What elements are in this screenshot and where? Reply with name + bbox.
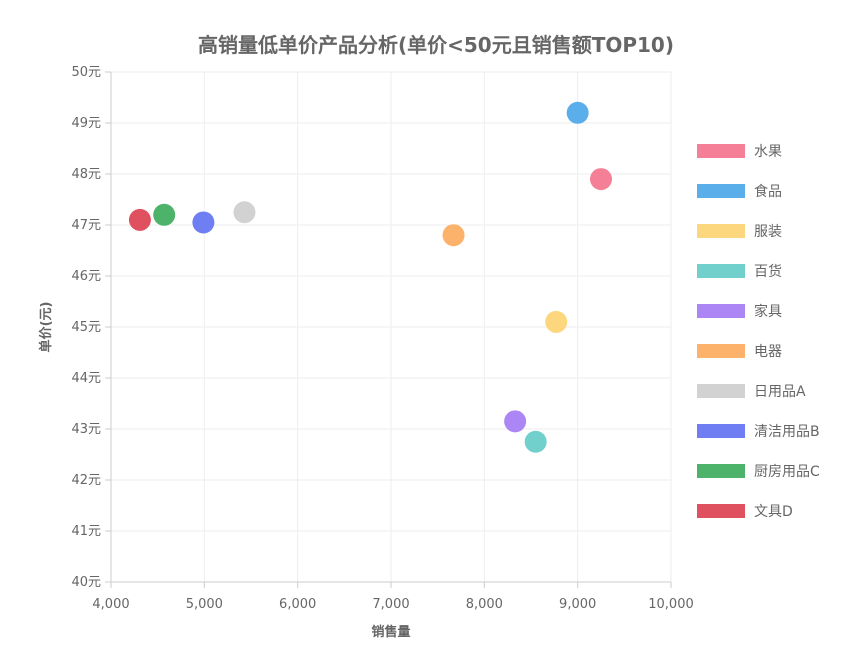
legend-item[interactable]: 家具 xyxy=(697,303,782,320)
y-tick-label: 49元 xyxy=(71,116,101,131)
y-tick-label: 43元 xyxy=(71,422,101,437)
x-tick-label: 7,000 xyxy=(372,597,409,612)
legend-item[interactable]: 电器 xyxy=(697,344,782,360)
legend-label: 水果 xyxy=(754,144,782,160)
legend-swatch xyxy=(697,264,745,278)
x-tick-label: 6,000 xyxy=(279,597,316,612)
scatter-point[interactable] xyxy=(192,211,215,234)
legend-item[interactable]: 厨房用品C xyxy=(697,464,820,480)
legend-swatch xyxy=(697,304,745,318)
legend-item[interactable]: 百货 xyxy=(697,263,782,280)
legend-swatch xyxy=(697,344,745,358)
points-layer xyxy=(128,101,612,453)
y-tick-label: 48元 xyxy=(71,167,101,182)
legend-swatch xyxy=(697,184,745,198)
y-tick-label: 40元 xyxy=(71,575,101,590)
scatter-point[interactable] xyxy=(128,208,151,231)
legend-label: 日用品A xyxy=(754,384,806,400)
x-tick-label: 5,000 xyxy=(186,597,223,612)
x-tick-label: 8,000 xyxy=(466,597,503,612)
legend-label: 百货 xyxy=(754,263,782,280)
axes-layer: 40元 41元 42元 43元 44元 45元 46元 47元 48元 49元 50元 4,000 5,… xyxy=(71,65,693,612)
legend-swatch xyxy=(697,424,745,438)
legend-label: 食品 xyxy=(754,183,782,200)
legend-label: 清洁用品B xyxy=(754,424,820,440)
grid-layer xyxy=(110,71,672,583)
legend-item[interactable]: 水果 xyxy=(697,144,782,160)
scatter-point[interactable] xyxy=(524,430,547,453)
x-axis-label: 销售量 xyxy=(371,624,410,640)
y-tick-label: 44元 xyxy=(71,371,101,386)
x-tick-label: 10,000 xyxy=(648,597,694,612)
x-tick-label: 9,000 xyxy=(559,597,596,612)
scatter-point[interactable] xyxy=(545,310,568,333)
y-tick-label: 42元 xyxy=(71,473,101,488)
y-tick-label: 47元 xyxy=(71,218,101,233)
chart-title: 高销量低单价产品分析(单价<50元且销售额TOP10) xyxy=(198,33,674,57)
y-tick-label: 46元 xyxy=(71,269,101,284)
legend-label: 服装 xyxy=(754,224,782,240)
scatter-point[interactable] xyxy=(590,168,612,191)
legend-label: 文具D xyxy=(754,504,793,520)
legend-label: 厨房用品C xyxy=(754,464,820,480)
legend-swatch xyxy=(697,144,745,158)
scatter-point[interactable] xyxy=(442,224,465,247)
y-tick-label: 45元 xyxy=(71,320,101,335)
scatter-point[interactable] xyxy=(153,203,176,226)
legend-swatch xyxy=(697,504,745,518)
legend-label: 家具 xyxy=(754,303,782,320)
legend-item[interactable]: 日用品A xyxy=(697,384,806,400)
scatter-point[interactable] xyxy=(504,410,527,433)
legend-swatch xyxy=(697,224,745,238)
y-tick-label: 50元 xyxy=(71,65,101,80)
legend-swatch xyxy=(697,384,745,398)
legend-item[interactable]: 文具D xyxy=(697,504,793,520)
y-axis-label: 单价(元) xyxy=(38,302,54,353)
x-tick-label: 4,000 xyxy=(92,597,129,612)
y-tick-label: 41元 xyxy=(71,524,101,539)
legend-swatch xyxy=(697,464,745,478)
legend-item[interactable]: 食品 xyxy=(697,183,782,200)
scatter-point[interactable] xyxy=(233,201,256,224)
legend-item[interactable]: 服装 xyxy=(697,224,782,240)
legend-item[interactable]: 清洁用品B xyxy=(697,424,820,440)
scatter-point[interactable] xyxy=(566,101,589,124)
legend-label: 电器 xyxy=(754,344,782,360)
